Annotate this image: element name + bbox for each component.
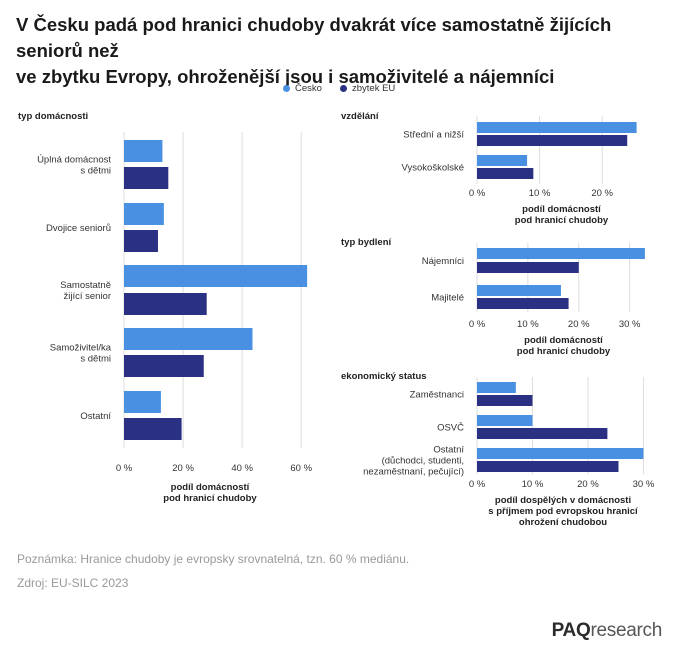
- panel-title-typ-domácnosti: typ domácnosti: [18, 111, 88, 122]
- axis-label-vzdělání-1: pod hranicí chudoby: [515, 215, 609, 226]
- tick-label-typ-domácnosti-0: 0 %: [116, 463, 133, 474]
- legend-label-zbytek-eu: zbytek EU: [352, 83, 396, 94]
- bar-zbytek-eu-ekonomický-status-2: [477, 461, 619, 472]
- chart-title: V Česku padá pod hranici chudoby dvakrát…: [16, 12, 676, 90]
- legend-item-cesko[interactable]: Česko: [283, 83, 322, 94]
- legend-swatch-zbytek-eu: [340, 85, 347, 92]
- legend-item-zbytek-eu[interactable]: zbytek EU: [340, 83, 395, 94]
- category-label-typ-domácnosti-3-1: s dětmi: [80, 354, 111, 365]
- axis-label-ekonomický-status-0: podíl dospělých v domácnosti: [495, 495, 631, 506]
- paq-research-logo: PAQresearch: [551, 620, 663, 642]
- chart-title-line-2: ve zbytku Evropy, ohroženější jsou i sam…: [16, 66, 555, 87]
- bar-zbytek-eu-typ-domácnosti-2: [124, 293, 207, 315]
- panel-title-vzdělání: vzdělání: [341, 111, 379, 122]
- bar-zbytek-eu-typ-bydlení-1: [477, 298, 569, 309]
- chart-title-line-1: V Česku padá pod hranici chudoby dvakrát…: [16, 14, 612, 61]
- tick-label-ekonomický-status-0: 0 %: [469, 479, 486, 490]
- tick-label-typ-domácnosti-60: 60 %: [290, 463, 312, 474]
- category-label-typ-domácnosti-2-1: žijící senior: [63, 291, 111, 302]
- bar-zbytek-eu-vzdělání-0: [477, 135, 628, 146]
- bar-zbytek-eu-typ-domácnosti-0: [124, 167, 169, 189]
- panel-title-typ-bydlení: typ bydlení: [341, 237, 392, 248]
- logo-rest: research: [590, 620, 662, 641]
- axis-label-typ-bydlení-1: pod hranicí chudoby: [517, 346, 611, 357]
- category-label-typ-bydlení-1-0: Majitelé: [431, 293, 464, 304]
- note-poznamka: Poznámka: Hranice chudoby je evropsky sr…: [17, 552, 410, 566]
- tick-label-typ-domácnosti-20: 20 %: [172, 463, 194, 474]
- tick-label-ekonomický-status-10: 10 %: [522, 479, 544, 490]
- category-label-typ-domácnosti-0-0: Úplná domácnost: [37, 155, 111, 166]
- category-label-vzdělání-0-0: Střední a nižší: [403, 130, 464, 141]
- bar-zbytek-eu-ekonomický-status-1: [477, 428, 608, 439]
- category-label-typ-domácnosti-0-1: s dětmi: [80, 166, 111, 177]
- tick-label-vzdělání-0: 0 %: [469, 188, 486, 199]
- bar-cesko-typ-domácnosti-2: [124, 265, 308, 287]
- category-label-typ-domácnosti-1-0: Dvojice seniorů: [46, 223, 111, 234]
- category-label-ekonomický-status-1-0: OSVČ: [437, 423, 464, 434]
- bar-cesko-typ-domácnosti-0: [124, 140, 163, 162]
- bar-cesko-ekonomický-status-2: [477, 448, 644, 459]
- bar-cesko-vzdělání-0: [477, 122, 637, 133]
- category-label-ekonomický-status-2-0: Ostatní: [433, 445, 464, 456]
- tick-label-typ-bydlení-10: 10 %: [517, 319, 539, 330]
- tick-label-typ-domácnosti-40: 40 %: [231, 463, 253, 474]
- bar-cesko-typ-domácnosti-4: [124, 391, 161, 413]
- category-label-typ-domácnosti-3-0: Samoživitel/ka: [50, 343, 112, 354]
- bar-cesko-typ-domácnosti-1: [124, 203, 164, 225]
- bar-zbytek-eu-typ-domácnosti-3: [124, 355, 204, 377]
- bar-cesko-ekonomický-status-0: [477, 382, 516, 393]
- tick-label-typ-bydlení-20: 20 %: [568, 319, 590, 330]
- note-zdroj: Zdroj: EU-SILC 2023: [17, 576, 129, 590]
- category-label-ekonomický-status-2-2: nezaměstnaní, pečující): [363, 467, 464, 478]
- legend-label-cesko: Česko: [295, 83, 322, 94]
- bar-cesko-vzdělání-1: [477, 155, 528, 166]
- category-label-typ-domácnosti-4-0: Ostatní: [80, 411, 111, 422]
- category-label-typ-bydlení-0-0: Nájemníci: [422, 256, 464, 267]
- bar-zbytek-eu-typ-bydlení-0: [477, 262, 579, 273]
- bar-zbytek-eu-typ-domácnosti-4: [124, 418, 182, 440]
- category-label-typ-domácnosti-2-0: Samostatně: [60, 280, 111, 291]
- axis-label-typ-domácnosti-0: podíl domácností: [171, 482, 250, 493]
- tick-label-vzdělání-10: 10 %: [529, 188, 551, 199]
- panel-title-ekonomický-status: ekonomický status: [341, 371, 427, 382]
- axis-label-typ-domácnosti-1: pod hranicí chudoby: [163, 493, 257, 504]
- axis-label-typ-bydlení-0: podíl domácností: [524, 335, 603, 346]
- axis-label-ekonomický-status-2: ohrožení chudobou: [519, 517, 607, 528]
- tick-label-typ-bydlení-0: 0 %: [469, 319, 486, 330]
- tick-label-vzdělání-20: 20 %: [591, 188, 613, 199]
- bar-cesko-typ-bydlení-0: [477, 248, 645, 259]
- bar-cesko-typ-domácnosti-3: [124, 328, 253, 350]
- category-label-vzdělání-1-0: Vysokoškolské: [402, 163, 464, 174]
- bar-zbytek-eu-typ-domácnosti-1: [124, 230, 158, 252]
- bar-cesko-typ-bydlení-1: [477, 285, 561, 296]
- bar-zbytek-eu-vzdělání-1: [477, 168, 534, 179]
- legend-swatch-cesko: [283, 85, 290, 92]
- category-label-ekonomický-status-2-1: (důchodci, studenti,: [382, 456, 464, 467]
- category-label-ekonomický-status-0-0: Zaměstnanci: [410, 390, 464, 401]
- bar-cesko-ekonomický-status-1: [477, 415, 533, 426]
- tick-label-typ-bydlení-30: 30 %: [619, 319, 641, 330]
- axis-label-vzdělání-0: podíl domácností: [522, 204, 601, 215]
- bar-zbytek-eu-ekonomický-status-0: [477, 395, 533, 406]
- tick-label-ekonomický-status-30: 30 %: [633, 479, 655, 490]
- tick-label-ekonomický-status-20: 20 %: [577, 479, 599, 490]
- axis-label-ekonomický-status-1: s příjmem pod evropskou hranicí: [488, 506, 638, 517]
- logo-bold: PAQ: [551, 620, 591, 641]
